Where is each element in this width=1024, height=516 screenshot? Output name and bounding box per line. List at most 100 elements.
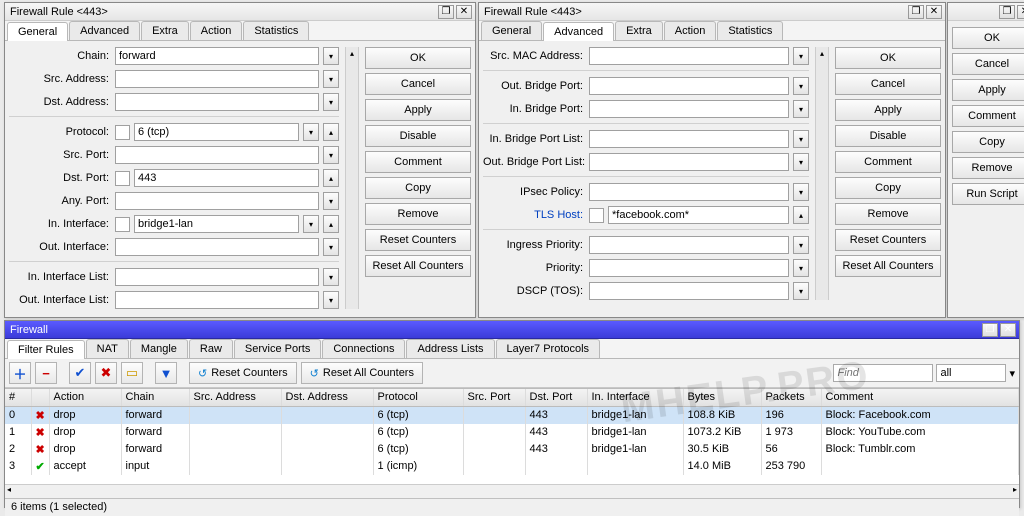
in-bridge-port-input[interactable] <box>589 100 789 118</box>
table-row[interactable]: 1✖dropforward6 (tcp)443bridge1-lan1073.2… <box>5 424 1019 441</box>
copy-button[interactable]: Copy <box>835 177 941 199</box>
col-header[interactable]: # <box>5 389 31 406</box>
tab-advanced[interactable]: Advanced <box>69 21 140 40</box>
expand-icon[interactable]: ▾ <box>793 130 809 148</box>
tab-connections[interactable]: Connections <box>322 339 405 358</box>
col-header[interactable]: Dst. Port <box>525 389 587 406</box>
dst-port-input[interactable] <box>134 169 319 187</box>
tab-address-lists[interactable]: Address Lists <box>406 339 494 358</box>
comment-button[interactable]: Comment <box>365 151 471 173</box>
restore-icon[interactable]: ❐ <box>982 323 998 337</box>
comment-icon[interactable]: ▭ <box>121 362 143 384</box>
expand-icon[interactable]: ▾ <box>793 282 809 300</box>
tab-service-ports[interactable]: Service Ports <box>234 339 321 358</box>
expand-icon[interactable]: ▾ <box>793 100 809 118</box>
remove-icon[interactable]: − <box>35 362 57 384</box>
ok-button[interactable]: OK <box>952 27 1024 49</box>
in-iface-dropdown-icon[interactable]: ▾ <box>303 215 319 233</box>
col-header[interactable]: Bytes <box>683 389 761 406</box>
expand-icon[interactable]: ▾ <box>793 77 809 95</box>
disable-button[interactable]: Disable <box>365 125 471 147</box>
src-port-input[interactable] <box>115 146 319 164</box>
tab-nat[interactable]: NAT <box>86 339 129 358</box>
src-mac-input[interactable] <box>589 47 789 65</box>
expand-icon[interactable]: ▾ <box>793 183 809 201</box>
dscp-input[interactable] <box>589 282 789 300</box>
any-port-input[interactable] <box>115 192 319 210</box>
close-icon[interactable]: ✕ <box>456 5 472 19</box>
reset-counters-button[interactable]: Reset Counters <box>835 229 941 251</box>
cancel-button[interactable]: Cancel <box>835 73 941 95</box>
chain-input[interactable] <box>115 47 319 65</box>
tls-host-not-toggle[interactable] <box>589 208 604 223</box>
expand-icon[interactable]: ▴ <box>323 123 339 141</box>
tab-extra[interactable]: Extra <box>615 21 663 40</box>
restore-icon[interactable]: ❐ <box>908 5 924 19</box>
expand-icon[interactable]: ▴ <box>793 206 809 224</box>
expand-icon[interactable]: ▾ <box>323 70 339 88</box>
enable-icon[interactable]: ✔ <box>69 362 91 384</box>
find-input[interactable] <box>833 364 933 382</box>
disable-icon[interactable]: ✖ <box>95 362 117 384</box>
scrollbar[interactable]: ▴ <box>345 47 359 309</box>
tab-filter-rules[interactable]: Filter Rules <box>7 340 85 359</box>
tab-layer7[interactable]: Layer7 Protocols <box>496 339 601 358</box>
dst-addr-input[interactable] <box>115 93 319 111</box>
tls-host-input[interactable] <box>608 206 789 224</box>
priority-input[interactable] <box>589 259 789 277</box>
dst-port-not-toggle[interactable] <box>115 171 130 186</box>
col-header[interactable]: Chain <box>121 389 189 406</box>
reset-all-counters-button[interactable]: Reset All Counters <box>835 255 941 277</box>
col-header[interactable]: Comment <box>821 389 1019 406</box>
tab-extra[interactable]: Extra <box>141 21 189 40</box>
copy-button[interactable]: Copy <box>365 177 471 199</box>
protocol-dropdown-icon[interactable]: ▾ <box>303 123 319 141</box>
table-row[interactable]: 3✔acceptinput1 (icmp)14.0 MiB253 790 <box>5 458 1019 475</box>
expand-icon[interactable]: ▾ <box>323 291 339 309</box>
in-iface-input[interactable] <box>134 215 299 233</box>
add-icon[interactable]: ＋ <box>9 362 31 384</box>
expand-icon[interactable]: ▾ <box>323 93 339 111</box>
tab-raw[interactable]: Raw <box>189 339 233 358</box>
filter-icon[interactable]: ▼ <box>155 362 177 384</box>
table-row[interactable]: 0✖dropforward6 (tcp)443bridge1-lan108.8 … <box>5 406 1019 424</box>
reset-all-counters-button[interactable]: ↺Reset All Counters <box>301 362 423 384</box>
col-header[interactable]: In. Interface <box>587 389 683 406</box>
tab-advanced[interactable]: Advanced <box>543 22 614 41</box>
tls-host-label[interactable]: TLS Host: <box>483 209 585 221</box>
chain-dropdown-icon[interactable]: ▾ <box>323 47 339 65</box>
disable-button[interactable]: Disable <box>835 125 941 147</box>
expand-icon[interactable]: ▴ <box>323 169 339 187</box>
close-icon[interactable]: ✕ <box>926 5 942 19</box>
tab-general[interactable]: General <box>481 21 542 40</box>
reset-counters-button[interactable]: Reset Counters <box>365 229 471 251</box>
tab-action[interactable]: Action <box>190 21 243 40</box>
restore-icon[interactable]: ❐ <box>999 5 1015 19</box>
expand-icon[interactable]: ▾ <box>323 192 339 210</box>
expand-icon[interactable]: ▾ <box>793 153 809 171</box>
apply-button[interactable]: Apply <box>365 99 471 121</box>
protocol-input[interactable] <box>134 123 299 141</box>
out-bridge-port-input[interactable] <box>589 77 789 95</box>
apply-button[interactable]: Apply <box>835 99 941 121</box>
col-header[interactable]: Action <box>49 389 121 406</box>
remove-button[interactable]: Remove <box>952 157 1024 179</box>
col-header[interactable]: Src. Address <box>189 389 281 406</box>
filter-scope-select[interactable]: all <box>936 364 1006 382</box>
out-iflist-input[interactable] <box>115 291 319 309</box>
copy-button[interactable]: Copy <box>952 131 1024 153</box>
cancel-button[interactable]: Cancel <box>952 53 1024 75</box>
expand-icon[interactable]: ▾ <box>793 259 809 277</box>
expand-icon[interactable]: ▾ <box>793 47 809 65</box>
col-header[interactable]: Protocol <box>373 389 463 406</box>
src-addr-input[interactable] <box>115 70 319 88</box>
tab-mangle[interactable]: Mangle <box>130 339 188 358</box>
protocol-not-toggle[interactable] <box>115 125 130 140</box>
in-bridge-port-list-input[interactable] <box>589 130 789 148</box>
ok-button[interactable]: OK <box>365 47 471 69</box>
tab-general[interactable]: General <box>7 22 68 41</box>
col-header[interactable]: Src. Port <box>463 389 525 406</box>
ok-button[interactable]: OK <box>835 47 941 69</box>
in-iflist-input[interactable] <box>115 268 319 286</box>
close-icon[interactable]: ✕ <box>1000 323 1016 337</box>
